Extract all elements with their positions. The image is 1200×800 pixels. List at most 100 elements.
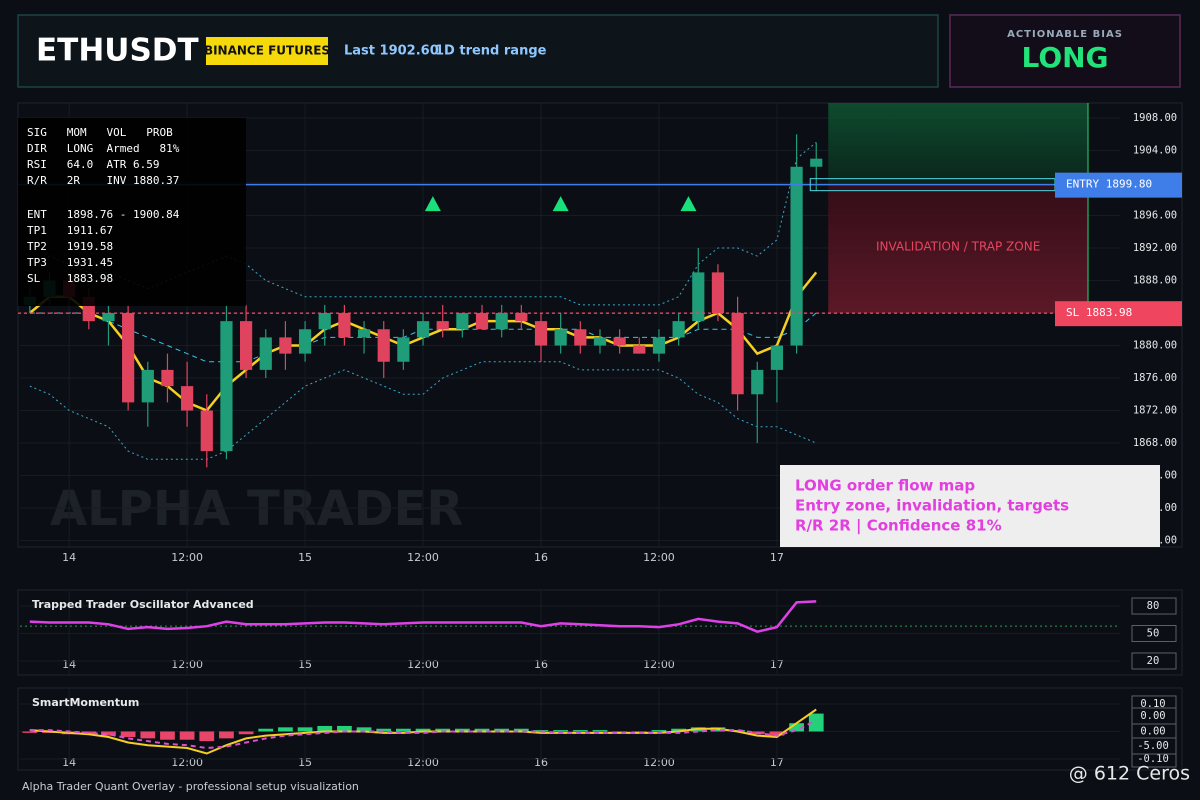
candle-body	[259, 337, 272, 370]
y-tick-label: 1888.00	[1133, 275, 1177, 287]
momentum-bar	[317, 725, 333, 732]
x-tick-label: 17	[770, 551, 784, 564]
entry-label: ENTRY 1899.80	[1066, 178, 1152, 191]
y-tick-label: 20	[1147, 655, 1160, 667]
y-tick-label: 1896.00	[1133, 210, 1177, 222]
signal-marker	[680, 196, 697, 212]
tick-box	[1131, 597, 1177, 615]
bias-box	[949, 14, 1181, 88]
panel-title: Trapped Trader Oscillator Advanced	[32, 598, 254, 611]
y-tick-label: -0.10	[1137, 753, 1169, 765]
candle-body	[574, 329, 587, 346]
info-line: TP2 1919.58	[27, 240, 113, 253]
momentum-bar	[572, 730, 588, 732]
invalidation-zone	[828, 184, 1088, 314]
x-tick-label: 12:00	[407, 756, 439, 769]
momentum-bar	[808, 713, 824, 732]
candle-body	[436, 321, 449, 330]
candle-body	[554, 329, 567, 346]
momentum-bar	[199, 731, 215, 742]
x-tick-label: 12:00	[171, 551, 203, 564]
x-tick-label: 12:00	[171, 658, 203, 671]
line	[29, 600, 817, 634]
x-tick-label: 12:00	[643, 551, 675, 564]
panel-title: SmartMomentum	[32, 696, 139, 709]
momentum-bar	[415, 728, 431, 732]
stop-tag	[1055, 301, 1182, 327]
candle-body	[810, 158, 823, 167]
momentum-bar	[22, 731, 38, 733]
momentum-bar	[258, 728, 274, 732]
x-tick-label: 16	[534, 551, 548, 564]
candle-body	[633, 345, 646, 354]
value-badge-label: -5.00	[1137, 740, 1169, 752]
info-lines: SIG MOM VOL PROB DIR LONG Armed 81% RSI 64…	[27, 126, 180, 285]
range: 1D trend range	[435, 44, 547, 59]
y-tick-label: 1876.00	[1133, 372, 1177, 384]
note-line: LONG order flow map	[795, 477, 975, 495]
line	[29, 361, 817, 460]
signal-marker	[424, 196, 441, 212]
candle-body	[298, 329, 312, 354]
candle-body	[397, 337, 410, 362]
candle-body	[672, 321, 685, 338]
x-tick-label: 12:00	[643, 658, 675, 671]
momentum-bar	[337, 725, 352, 732]
tick-box	[1131, 652, 1177, 670]
candle-body	[534, 321, 548, 346]
candle-body	[495, 313, 508, 330]
bias-label: ACTIONABLE BIAS	[1007, 29, 1123, 40]
momentum-bar	[592, 730, 608, 732]
chart: 14 12:00 15 12:00 16 12:00 17 80 50 20 Trapped Tra…	[20, 590, 1177, 675]
momentum-bar	[396, 728, 411, 732]
candle-body	[731, 313, 744, 395]
candle-body	[161, 369, 174, 387]
info-line: R/R 2R INV 1880.37	[27, 174, 179, 187]
zone-label: INVALIDATION / TRAP ZONE	[876, 239, 1040, 253]
y-tick-label: 0.10	[1140, 698, 1165, 710]
candle-body	[377, 329, 390, 362]
x-tick-label: 15	[298, 756, 312, 769]
momentum-bar	[769, 731, 785, 736]
y-tick-label: 1880.00	[1133, 340, 1177, 352]
note-lines: LONG order flow map Entry zone, invalidat…	[795, 477, 1069, 536]
momentum-panel	[17, 687, 1183, 771]
candle-body	[613, 337, 626, 346]
momentum-bar	[81, 731, 97, 735]
candle-body	[652, 337, 666, 354]
symbol: ETHUSDT	[36, 33, 199, 69]
momentum-bar	[101, 731, 116, 736]
momentum-bar	[297, 727, 313, 732]
watermark: ALPHA TRADER	[50, 481, 463, 537]
value-badge	[1131, 737, 1177, 755]
momentum-bar	[160, 731, 175, 740]
header-box	[17, 14, 939, 88]
exchange: BINANCE FUTURES	[204, 44, 330, 58]
momentum-bar	[553, 730, 569, 732]
x-tick-label: 15	[298, 551, 312, 564]
signal-marker	[552, 196, 569, 212]
bias-value: LONG	[1021, 41, 1108, 74]
x-tick-label: 14	[62, 658, 76, 671]
momentum-bar	[238, 731, 254, 735]
info-line: SL 1883.98	[27, 272, 113, 285]
momentum-bar	[513, 728, 529, 732]
candle-body	[770, 345, 784, 370]
footer: Alpha Trader Quant Overlay - professiona…	[22, 780, 359, 793]
momentum-bar	[454, 728, 470, 732]
info-line: DIR LONG Armed 81%	[27, 142, 180, 155]
y-tick-label: 80	[1147, 600, 1160, 612]
momentum-bar	[376, 728, 392, 732]
y-tick-label: 1892.00	[1133, 242, 1177, 254]
line	[29, 719, 817, 750]
exchange-badge	[206, 37, 328, 65]
candle-body	[279, 337, 292, 354]
candle-body	[416, 321, 430, 338]
note-line: Entry zone, invalidation, targets	[795, 497, 1069, 515]
info-line: TP1 1911.67	[27, 224, 113, 237]
x-tick-label: 17	[770, 658, 784, 671]
info-line: RSI 64.0 ATR 6.59	[27, 158, 159, 171]
candle-body	[318, 313, 331, 330]
